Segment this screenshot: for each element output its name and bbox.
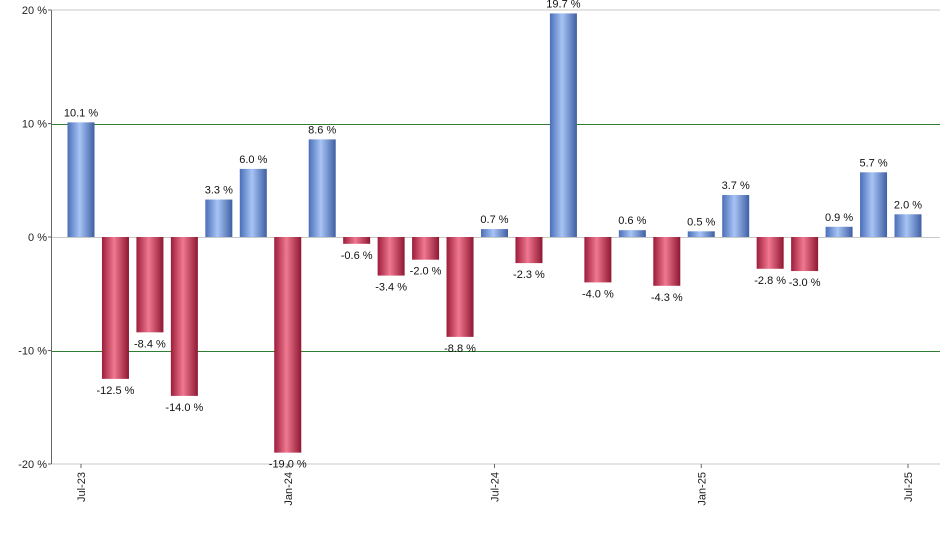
data-label: -12.5 % (96, 385, 134, 397)
axes: 20 % 10 % 0 % -10 % -20 % Jul-23 Jan-24 Jul-24 J… (18, 5, 915, 506)
bar-jan-25 (687, 231, 715, 237)
y-tick-label: -10 % (18, 346, 47, 358)
x-tick-label: Jul-25 (903, 472, 915, 502)
bar-jan-24 (274, 237, 302, 453)
y-tick-label: -20 % (18, 459, 47, 471)
data-label: 5.7 % (859, 157, 887, 169)
data-label: 10.1 % (64, 107, 98, 119)
bar-may-24 (412, 237, 440, 260)
x-tick-label: Jan-24 (283, 472, 295, 506)
bar-may-25 (825, 226, 853, 237)
bar-oct-24 (584, 237, 612, 283)
bar-jul-23 (67, 122, 95, 237)
bar-jun-24 (446, 237, 474, 337)
data-label: -8.8 % (444, 343, 476, 355)
data-label: 0.5 % (687, 216, 715, 228)
data-label: 3.3 % (205, 185, 233, 197)
bar-aug-23 (101, 237, 129, 379)
bar-feb-25 (722, 195, 750, 237)
bar-apr-25 (791, 237, 819, 272)
data-label: 3.7 % (722, 180, 750, 192)
data-label: -2.3 % (513, 269, 545, 281)
data-label: 8.6 % (308, 124, 336, 136)
data-label: 0.6 % (618, 215, 646, 227)
data-label: -4.3 % (651, 292, 683, 304)
y-tick-label: 20 % (22, 5, 47, 17)
bar-apr-24 (377, 237, 405, 276)
y-tick-label: 10 % (22, 119, 47, 131)
data-labels: 10.1 % -12.5 % -8.4 % -14.0 % 3.3 % 6.0 % -19.… (64, 0, 922, 471)
bar-jun-25 (860, 172, 888, 237)
data-label: -0.6 % (341, 250, 373, 262)
data-label: -3.4 % (375, 282, 407, 294)
bar-jul-25 (894, 214, 922, 237)
bar-feb-24 (308, 139, 336, 237)
data-label: -2.8 % (754, 275, 786, 287)
bar-mar-25 (756, 237, 784, 269)
bars (67, 13, 922, 453)
data-label: 0.7 % (480, 214, 508, 226)
data-label: -19.0 % (269, 459, 307, 471)
bar-jul-24 (481, 229, 508, 237)
x-tick-label: Jan-25 (696, 472, 708, 506)
bar-nov-23 (205, 199, 233, 237)
y-tick-label: 0 % (28, 232, 47, 244)
bar-sep-23 (136, 237, 164, 333)
data-label: -14.0 % (165, 402, 203, 414)
bar-aug-24 (515, 237, 543, 264)
x-tick-label: Jul-24 (490, 472, 502, 502)
data-label: -8.4 % (134, 338, 166, 350)
data-label: 2.0 % (894, 199, 922, 211)
bar-mar-24 (343, 237, 371, 244)
data-label: 19.7 % (546, 0, 580, 10)
data-label: -3.0 % (789, 277, 821, 289)
bar-dec-23 (239, 168, 267, 237)
bar-dec-24 (653, 237, 681, 286)
data-label: -2.0 % (410, 266, 442, 278)
bar-oct-23 (170, 237, 198, 396)
data-label: 6.0 % (239, 154, 267, 166)
x-tick-label: Jul-23 (76, 472, 88, 502)
bar-nov-24 (618, 230, 646, 237)
data-label: 0.9 % (825, 212, 853, 224)
bar-sep-24 (549, 13, 577, 238)
data-label: -4.0 % (582, 288, 614, 300)
